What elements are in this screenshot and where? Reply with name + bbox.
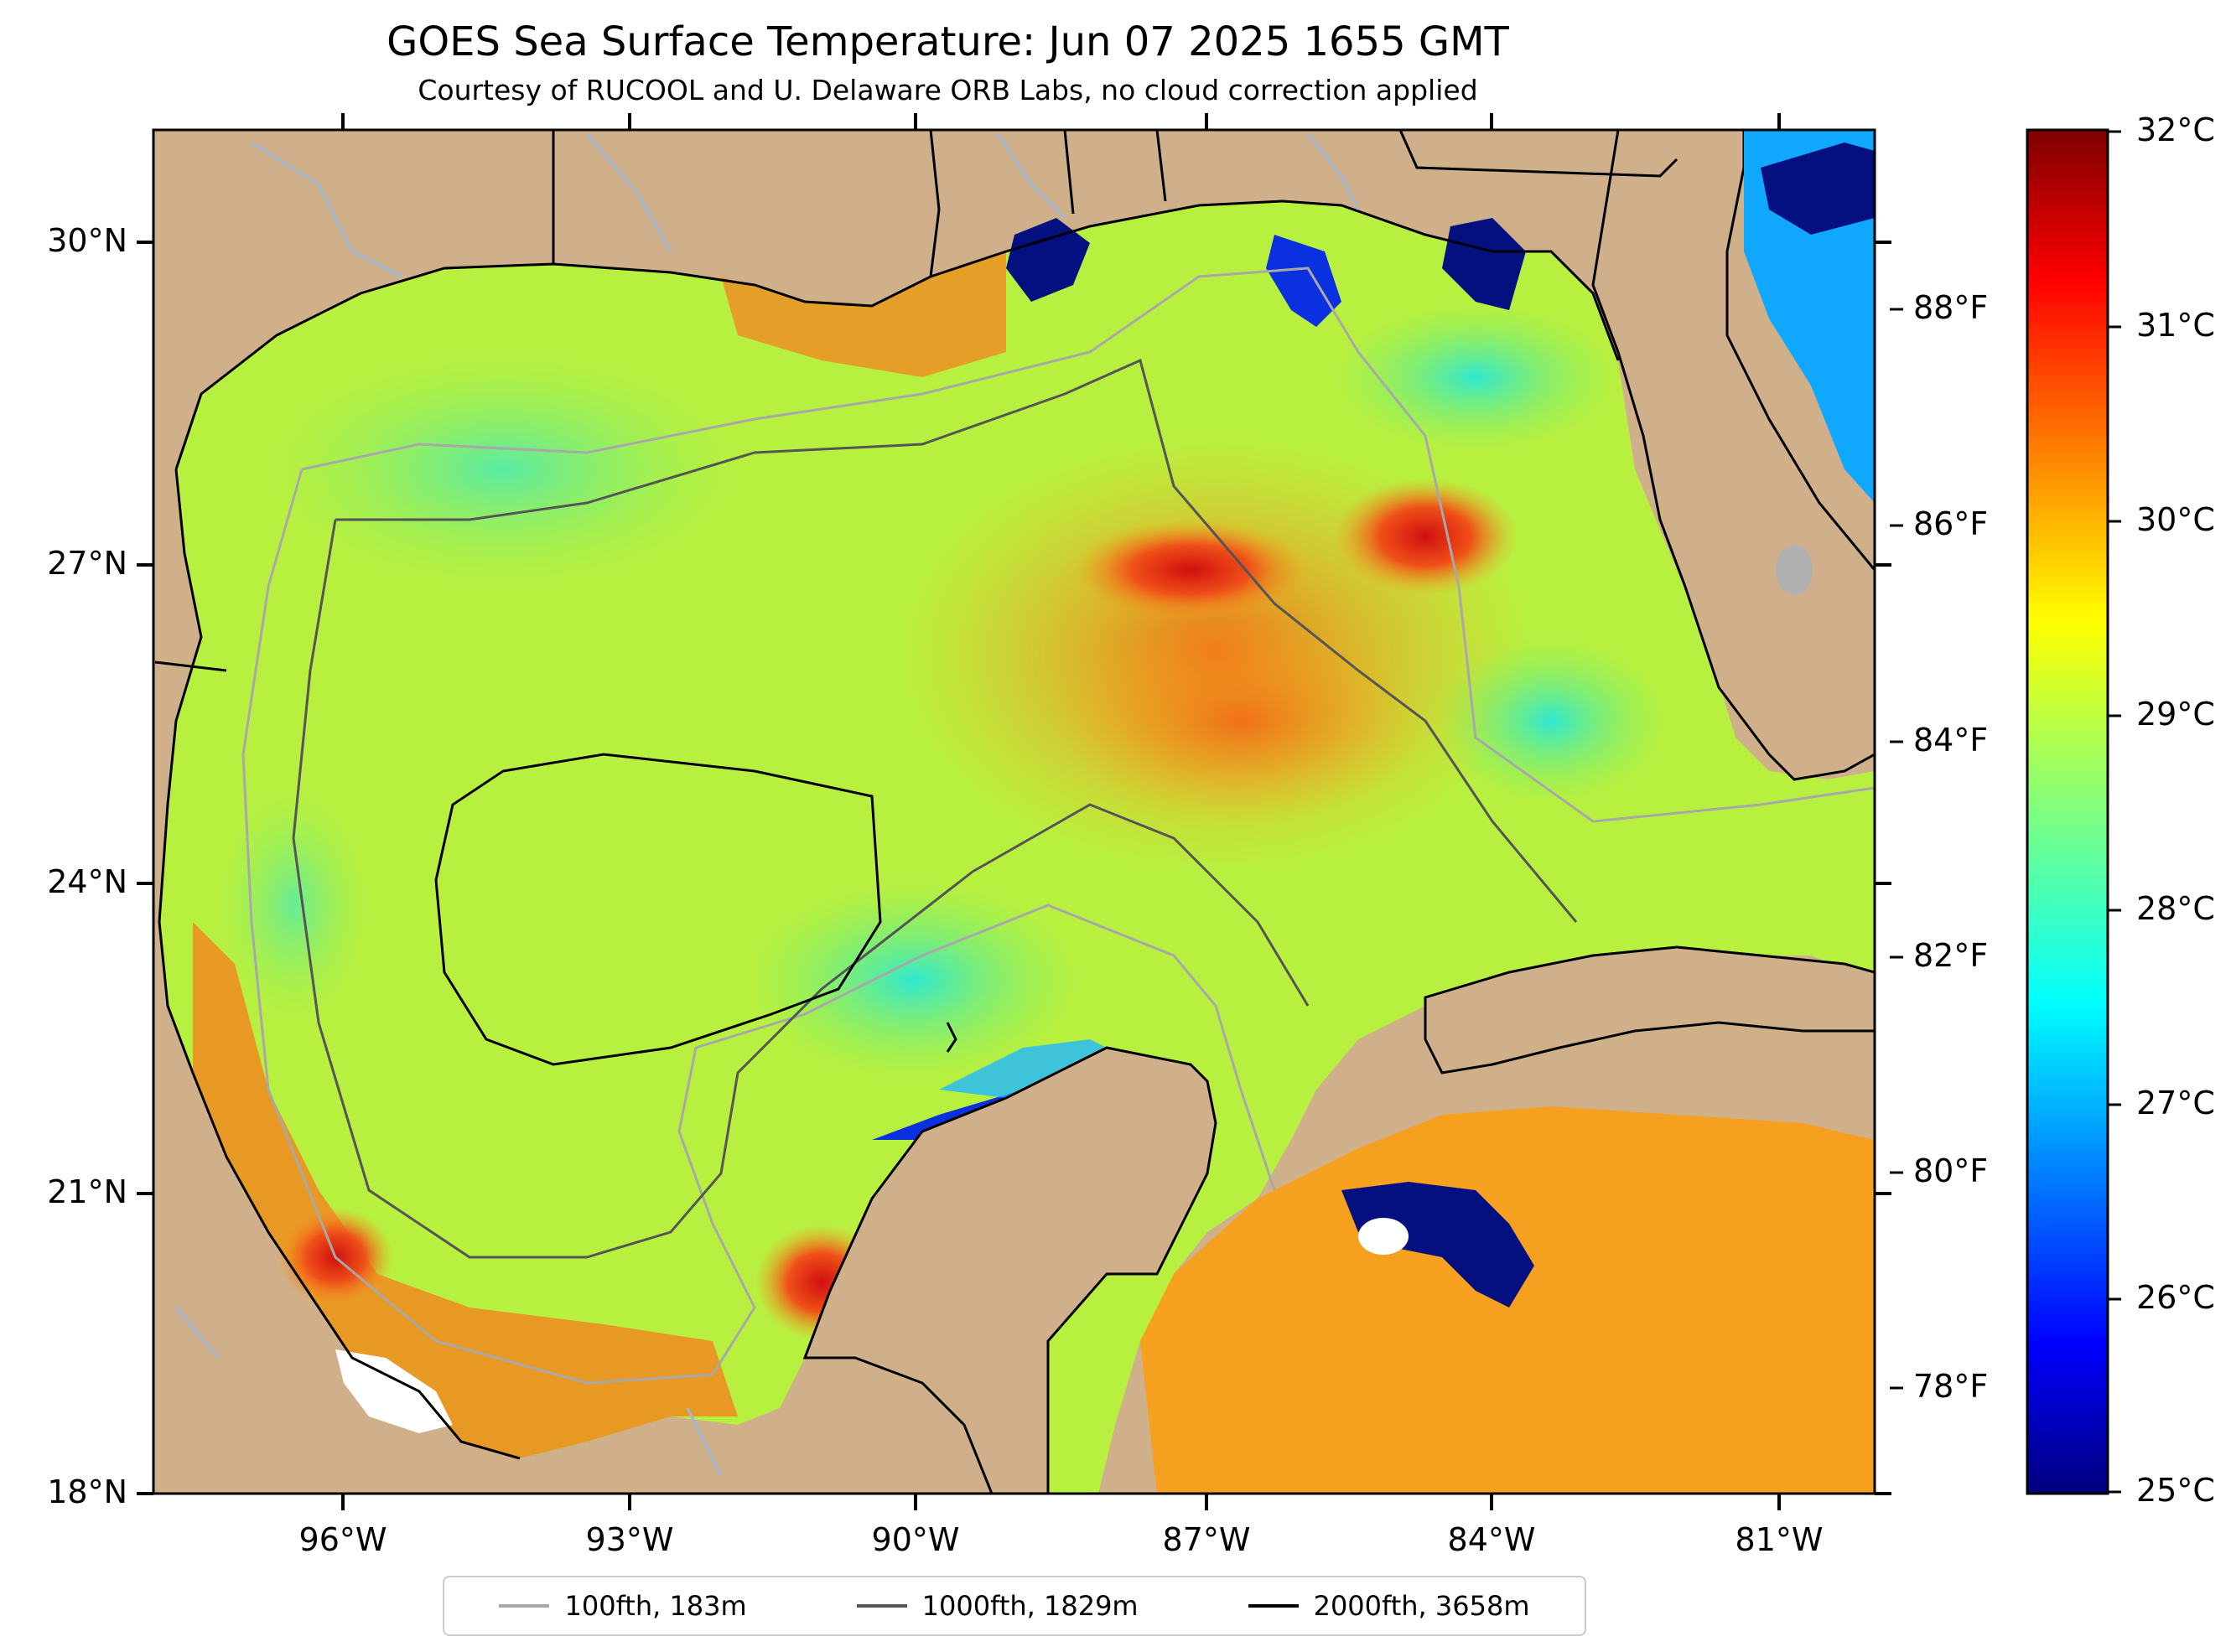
legend-swatch-2000fth bbox=[1248, 1604, 1299, 1608]
cold-north-patch bbox=[1006, 218, 1090, 302]
legend-label-100fth: 100fth, 183m bbox=[564, 1590, 747, 1622]
colorbar-label-26c: 26°C bbox=[2136, 1279, 2215, 1316]
map-frame bbox=[152, 128, 1876, 1495]
legend-item-2000fth: 2000fth, 3658m bbox=[1248, 1590, 1530, 1622]
fahrenheit-label-84f: 84°F bbox=[1913, 722, 1989, 759]
colorbar-label-28c: 28°C bbox=[2136, 890, 2215, 927]
fahrenheit-label-88f: 88°F bbox=[1913, 289, 1989, 326]
map-subtitle: Courtesy of RUCOOL and U. Delaware ORB L… bbox=[418, 74, 1478, 106]
lon-label-87w: 87°W bbox=[1162, 1521, 1251, 1558]
lat-label-30n: 30°N bbox=[47, 222, 127, 259]
colorbar-label-31c: 31°C bbox=[2136, 307, 2215, 344]
lat-label-24n: 24°N bbox=[47, 863, 127, 900]
colorbar-label-32c: 32°C bbox=[2136, 111, 2215, 148]
contour-1000fth bbox=[292, 358, 1578, 1259]
lat-label-27n: 27°N bbox=[47, 545, 127, 582]
warm-north-coast bbox=[721, 251, 1006, 377]
legend-label-1000fth: 1000fth, 1829m bbox=[921, 1590, 1139, 1622]
legend-swatch-100fth bbox=[499, 1604, 550, 1608]
lon-label-90w: 90°W bbox=[871, 1521, 960, 1558]
land-masses bbox=[802, 130, 1875, 1494]
colorbar-label-30c: 30°C bbox=[2136, 501, 2215, 538]
lon-label-96w: 96°W bbox=[298, 1521, 387, 1558]
lon-label-93w: 93°W bbox=[585, 1521, 674, 1558]
lon-label-81w: 81°W bbox=[1735, 1521, 1824, 1558]
legend-item-100fth: 100fth, 183m bbox=[499, 1590, 747, 1622]
colorbar-label-27c: 27°C bbox=[2136, 1085, 2215, 1121]
fahrenheit-label-80f: 80°F bbox=[1913, 1152, 1989, 1189]
warm-sw-coast bbox=[193, 922, 738, 1458]
lat-label-21n: 21°N bbox=[47, 1173, 127, 1210]
lon-label-84w: 84°W bbox=[1447, 1521, 1536, 1558]
legend-label-2000fth: 2000fth, 3658m bbox=[1313, 1590, 1530, 1622]
axis-ticks bbox=[137, 113, 1891, 1510]
colorbar-label-25c: 25°C bbox=[2136, 1472, 2215, 1509]
contour-100fth bbox=[241, 267, 1875, 1385]
colorbar-ticks bbox=[1890, 130, 2121, 1494]
legend-item-1000fth: 1000fth, 1829m bbox=[856, 1590, 1139, 1622]
cold-cuba-south bbox=[1341, 1182, 1534, 1308]
lat-label-18n: 18°N bbox=[47, 1473, 127, 1510]
fahrenheit-label-78f: 78°F bbox=[1913, 1368, 1989, 1405]
legend-swatch-1000fth bbox=[856, 1604, 907, 1608]
contour-2000fth bbox=[434, 753, 957, 1066]
fahrenheit-label-82f: 82°F bbox=[1913, 937, 1989, 974]
colorbar bbox=[2026, 128, 2109, 1495]
colorbar-label-29c: 29°C bbox=[2136, 696, 2215, 733]
map-title: GOES Sea Surface Temperature: Jun 07 202… bbox=[387, 18, 1509, 65]
contour-legend: 100fth, 183m 1000fth, 1829m 2000fth, 365… bbox=[443, 1576, 1586, 1636]
fahrenheit-label-86f: 86°F bbox=[1913, 505, 1989, 542]
